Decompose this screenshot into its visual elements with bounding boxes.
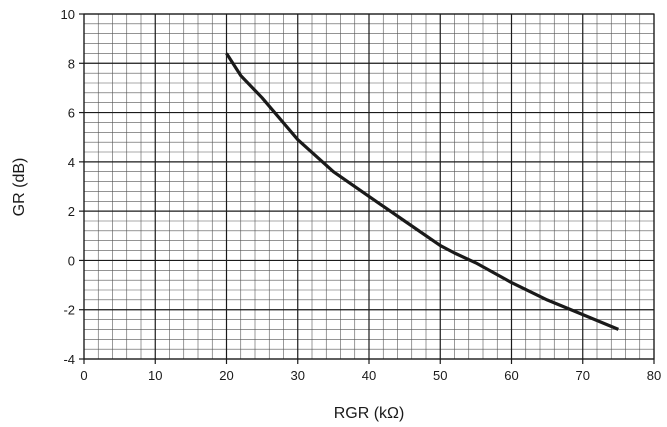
x-tick-label: 10 [148,368,162,383]
series-layer [225,52,620,331]
x-tick-label: 30 [291,368,305,383]
y-axis-label: GR (dB) [11,158,28,217]
x-tick-label: 40 [362,368,376,383]
x-tick-label: 70 [576,368,590,383]
y-tick-label: 0 [68,253,75,268]
x-axis-label: RGR (kΩ) [334,405,405,422]
y-tick-label: 8 [68,56,75,71]
plot-frame [83,13,655,360]
x-tick-label: 20 [219,368,233,383]
y-tick-label: 4 [68,155,75,170]
x-tick-label: 0 [80,368,87,383]
major-grid [79,13,655,364]
y-tick-labels: -4 -2 0 2 4 6 8 10 [61,7,75,367]
y-tick-label: 10 [61,7,75,22]
y-tick-label: 2 [68,204,75,219]
y-tick-label: -4 [63,352,75,367]
y-tick-label: 6 [68,106,75,121]
x-tick-labels: 0 10 20 30 40 50 60 70 80 [80,368,661,383]
series-line-0 [225,52,620,331]
x-tick-label: 50 [433,368,447,383]
y-tick-label: -2 [63,303,75,318]
x-tick-label: 80 [647,368,661,383]
x-tick-label: 60 [504,368,518,383]
